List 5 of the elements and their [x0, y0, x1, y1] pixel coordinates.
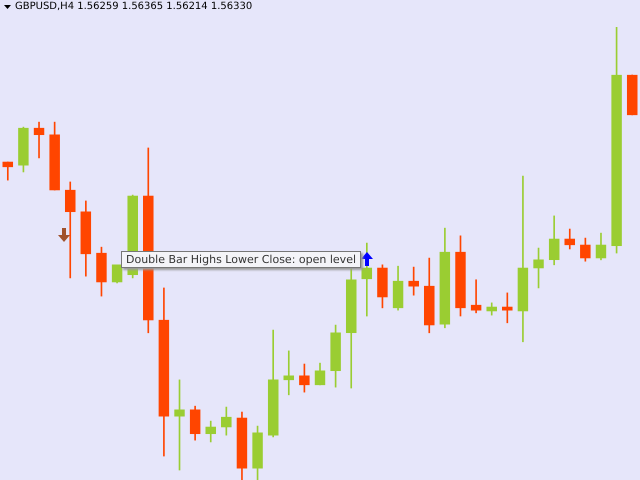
annotation: Double Bar Highs Lower Close: open level: [121, 251, 362, 268]
candlestick: [533, 248, 544, 288]
candlestick: [174, 380, 185, 470]
candlestick: [34, 122, 44, 158]
chart-title: GBPUSD,H4 1.56259 1.56365 1.56214 1.56330: [15, 1, 252, 12]
